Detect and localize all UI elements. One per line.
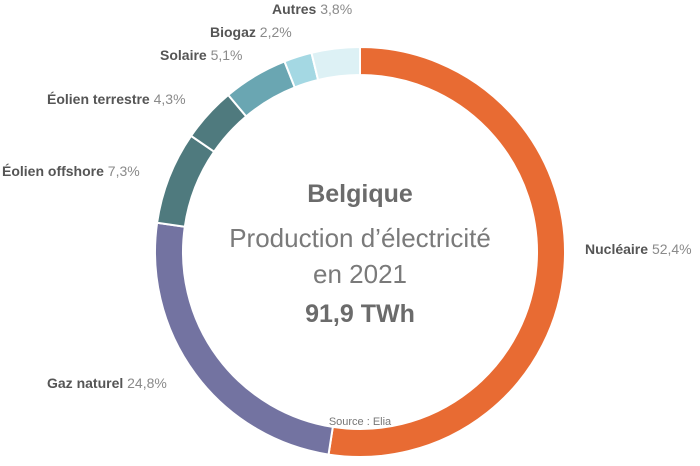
slice-label: Biogaz 2,2%	[210, 24, 292, 40]
slice-label-value: 2,2%	[260, 24, 292, 40]
slice-label: Éolien terrestre 4,3%	[47, 91, 186, 107]
slice-label-name: Gaz naturel	[47, 375, 127, 391]
slice-label: Éolien offshore 7,3%	[2, 163, 140, 179]
center-subtitle-line2: en 2021	[313, 259, 407, 289]
slice-label-name: Autres	[272, 1, 320, 17]
slice-gaz-naturel	[154, 221, 334, 456]
source-note: Source : Elia	[329, 416, 392, 428]
slice-label-name: Éolien terrestre	[47, 91, 154, 107]
slice-label-name: Nucléaire	[585, 241, 652, 257]
slice-label-name: Éolien offshore	[2, 163, 108, 179]
slice-label: Nucléaire 52,4%	[585, 241, 692, 257]
center-country: Belgique	[307, 180, 413, 208]
slice-label-value: 7,3%	[108, 163, 140, 179]
slice-label-value: 5,1%	[211, 47, 243, 63]
slice-label-value: 3,8%	[320, 1, 352, 17]
donut-slices	[154, 45, 566, 458]
slice-label: Autres 3,8%	[272, 1, 352, 17]
slice-labels: Nucléaire 52,4% Gaz naturel 24,8% Éolien o…	[2, 1, 692, 391]
slice-éolien-offshore	[155, 134, 216, 228]
slice-solaire	[226, 60, 297, 118]
slice-label: Solaire 5,1%	[160, 47, 243, 63]
slice-label-value: 4,3%	[154, 91, 186, 107]
center-total: 91,9 TWh	[305, 300, 415, 328]
slice-label-name: Biogaz	[210, 24, 260, 40]
slice-label-value: 24,8%	[127, 375, 167, 391]
slice-label-name: Solaire	[160, 47, 211, 63]
slice-label-value: 52,4%	[652, 241, 692, 257]
center-subtitle-line1: Production d’électricité	[229, 223, 491, 253]
slice-autres	[310, 45, 361, 82]
slice-label: Gaz naturel 24,8%	[47, 375, 167, 391]
